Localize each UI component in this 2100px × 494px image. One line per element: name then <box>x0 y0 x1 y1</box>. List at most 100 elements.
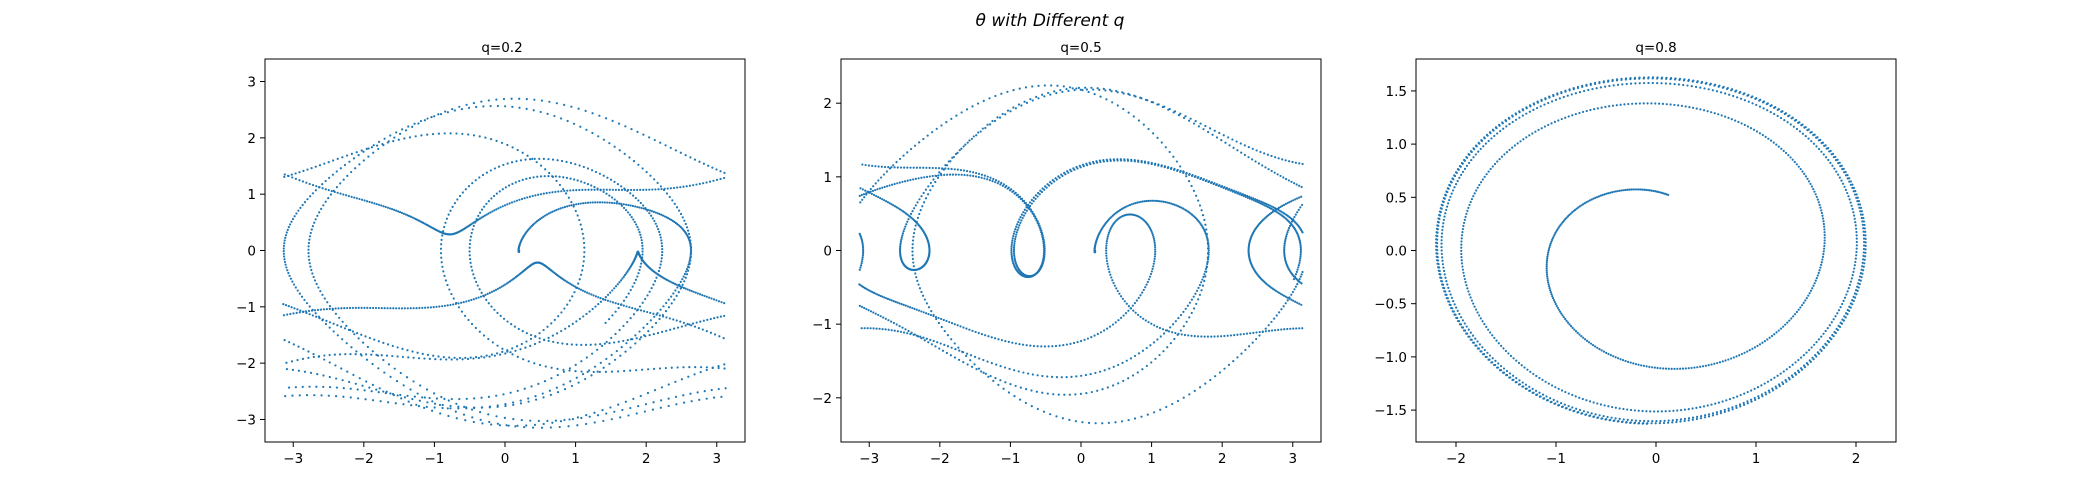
data-point <box>699 366 703 369</box>
data-point <box>939 172 942 175</box>
data-point <box>667 298 670 301</box>
data-point <box>1481 320 1484 323</box>
data-point <box>1619 103 1622 106</box>
data-point <box>1206 252 1210 255</box>
data-point <box>479 418 482 421</box>
data-point <box>290 306 293 309</box>
data-point <box>1771 389 1775 392</box>
data-point <box>1018 87 1021 90</box>
data-point <box>1620 189 1623 192</box>
data-point <box>658 314 661 317</box>
data-point <box>906 220 909 223</box>
data-point <box>315 282 318 286</box>
data-point <box>1463 167 1467 170</box>
data-point <box>1785 380 1788 383</box>
data-point <box>1812 142 1816 145</box>
data-point <box>719 170 722 173</box>
data-point <box>1043 247 1046 250</box>
data-point <box>559 117 563 120</box>
data-point <box>532 109 535 112</box>
data-point <box>1058 344 1061 347</box>
data-point <box>946 345 950 348</box>
x-tick-label: 2 <box>1218 451 1227 467</box>
data-point <box>652 283 655 286</box>
data-point <box>1807 180 1811 183</box>
data-point <box>1035 95 1038 98</box>
data-point <box>1006 90 1009 93</box>
data-point <box>556 367 559 370</box>
data-point <box>1607 79 1610 82</box>
data-point <box>1633 76 1637 79</box>
data-point <box>972 171 975 174</box>
data-point <box>638 305 642 308</box>
data-point <box>658 367 662 370</box>
data-point <box>1562 95 1565 99</box>
data-point <box>638 231 641 234</box>
data-point <box>1638 102 1641 105</box>
data-point <box>1864 241 1867 244</box>
data-point <box>925 337 928 340</box>
data-point <box>1189 117 1192 120</box>
data-point <box>905 223 908 226</box>
data-point <box>1480 139 1483 142</box>
data-point <box>1037 84 1040 87</box>
data-point <box>1182 116 1186 120</box>
data-point <box>1263 204 1266 207</box>
data-point <box>1031 99 1034 102</box>
data-point <box>860 260 864 263</box>
data-point <box>989 123 992 126</box>
data-point <box>874 312 877 315</box>
data-point <box>1201 284 1205 287</box>
axes-frame <box>264 58 746 443</box>
data-point <box>1075 375 1078 378</box>
data-point <box>1105 242 1108 245</box>
data-point <box>335 377 338 380</box>
data-point <box>549 211 552 214</box>
data-point <box>703 294 706 298</box>
data-point <box>352 157 356 160</box>
data-point <box>322 204 325 207</box>
data-point <box>520 197 524 201</box>
data-point <box>1029 98 1032 101</box>
data-point <box>1192 122 1196 125</box>
data-point <box>1099 160 1102 164</box>
data-point <box>1477 150 1480 153</box>
data-point <box>1761 133 1764 137</box>
data-point <box>311 272 314 275</box>
data-point <box>575 343 578 346</box>
data-point <box>635 369 638 372</box>
data-point <box>295 212 298 215</box>
data-point <box>1197 298 1200 301</box>
data-point <box>1813 190 1816 193</box>
data-point <box>927 306 931 309</box>
data-point <box>433 406 436 409</box>
data-point <box>1493 162 1497 166</box>
data-point <box>1149 199 1152 202</box>
data-point <box>1823 231 1826 234</box>
data-point <box>1656 366 1659 370</box>
data-point <box>520 418 523 422</box>
data-point <box>660 213 663 216</box>
data-point <box>883 296 886 299</box>
data-point <box>453 109 456 112</box>
data-point <box>943 343 946 346</box>
data-point <box>937 174 940 177</box>
data-point <box>900 236 903 239</box>
data-point <box>577 282 580 285</box>
data-point <box>1273 207 1277 210</box>
data-point <box>1548 287 1551 290</box>
data-point <box>1143 161 1147 164</box>
data-point <box>1536 100 1539 103</box>
data-point <box>629 369 632 372</box>
data-point <box>1637 188 1641 191</box>
data-point <box>699 370 702 374</box>
data-point <box>883 199 886 202</box>
data-point <box>1552 93 1555 97</box>
data-point <box>1508 148 1511 151</box>
data-point <box>345 194 348 197</box>
data-point <box>1857 286 1860 289</box>
data-point <box>688 184 692 187</box>
data-point <box>290 220 293 223</box>
data-point <box>878 327 881 330</box>
data-point <box>1669 76 1673 80</box>
